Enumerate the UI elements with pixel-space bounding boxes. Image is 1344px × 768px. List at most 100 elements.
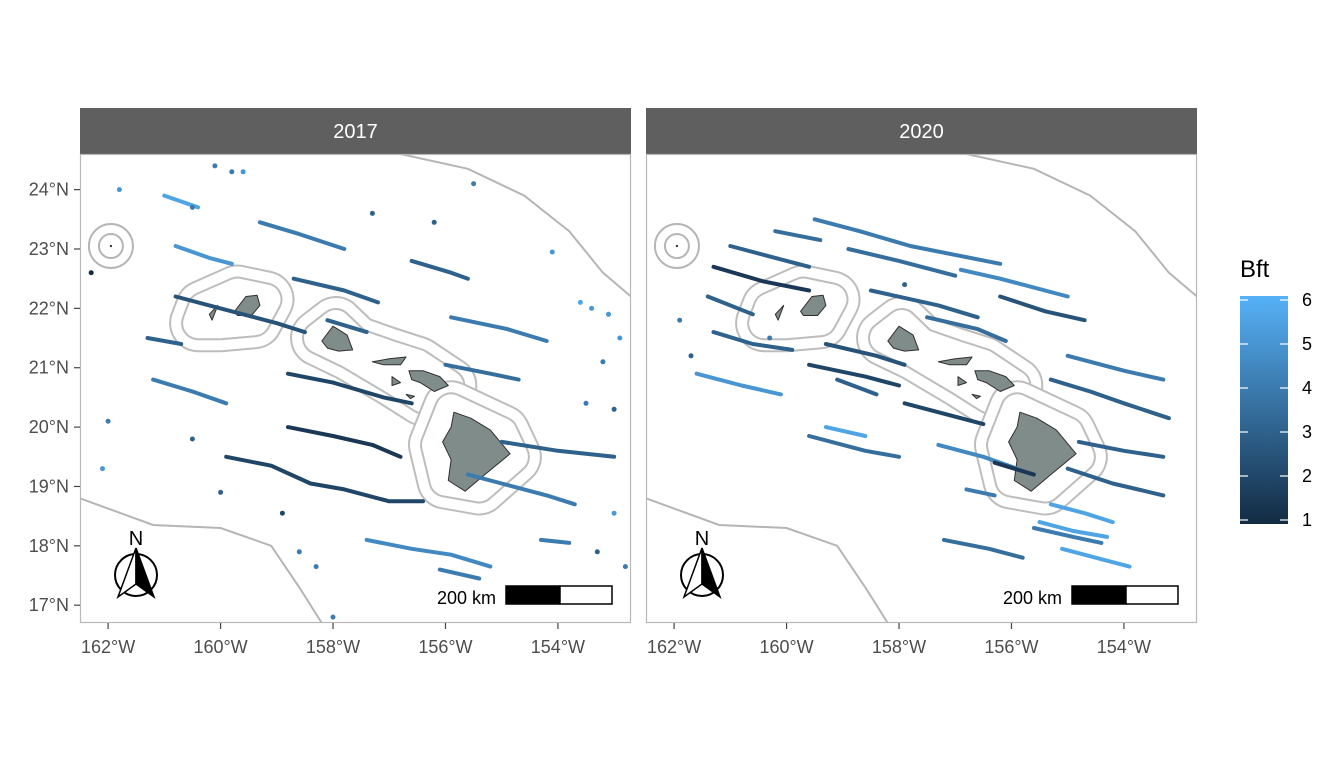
map-area: N 200 km: [80, 154, 631, 623]
y-tick-label: 20°N: [29, 417, 69, 437]
y-tick-label: 18°N: [29, 536, 69, 556]
survey-track: [539, 537, 572, 545]
x-tick-label: 162°W: [81, 637, 135, 657]
survey-tracks: [145, 193, 617, 581]
survey-tracks: [694, 217, 1171, 569]
x-tick-label: 160°W: [193, 637, 247, 657]
scale-bar-white: [559, 585, 613, 605]
survey-track: [807, 434, 901, 459]
survey-track: [823, 342, 907, 367]
legend-title: Bft: [1240, 256, 1270, 283]
eez-boundary-line: [646, 497, 889, 623]
survey-track: [499, 439, 617, 459]
x-axis-2017: 162°W 160°W 158°W 156°W 154°W: [81, 623, 585, 657]
survey-track: [868, 288, 980, 320]
survey-track: [998, 294, 1087, 323]
survey-track: [1065, 466, 1166, 498]
eez-boundary: [646, 154, 1197, 623]
atoll-buffer-outer: [653, 223, 700, 270]
survey-point: [212, 163, 218, 169]
eez-boundary-line: [966, 154, 1197, 298]
survey-point: [471, 181, 477, 187]
y-tick-label: 23°N: [29, 239, 69, 259]
survey-point: [902, 282, 908, 288]
atoll-buffer-inner: [663, 233, 690, 260]
eez-boundary-line: [400, 154, 631, 298]
legend: Bft 6 5 4 3 2 1: [1240, 256, 1312, 530]
survey-track: [1037, 520, 1109, 539]
survey-point: [369, 210, 375, 216]
survey-point: [431, 219, 437, 225]
x-tick-label: 162°W: [647, 637, 701, 657]
survey-point: [229, 169, 235, 175]
facet-strip: [80, 108, 631, 154]
survey-track: [835, 377, 879, 397]
legend-tick-label: 1: [1302, 510, 1312, 530]
survey-point: [330, 614, 336, 620]
survey-track: [964, 487, 997, 498]
survey-track: [773, 229, 823, 243]
survey-points: [677, 282, 908, 359]
survey-track: [286, 371, 414, 406]
x-tick-label: 154°W: [1097, 637, 1151, 657]
survey-point: [88, 270, 94, 276]
island: [405, 393, 415, 400]
island: [442, 411, 511, 492]
x-tick-label: 158°W: [872, 637, 926, 657]
survey-track: [925, 315, 1008, 343]
legend-tick-label: 6: [1302, 290, 1312, 310]
survey-point: [218, 489, 224, 495]
survey-point: [594, 549, 600, 555]
map-area: N 200 km: [646, 154, 1197, 623]
survey-point: [116, 187, 122, 193]
island: [371, 356, 407, 366]
survey-track: [1048, 502, 1115, 525]
survey-track: [465, 472, 577, 507]
survey-track: [145, 336, 184, 346]
scale-bar: 200 km: [1003, 585, 1179, 608]
island: [937, 356, 973, 366]
facet-strip-title: 2020: [899, 121, 944, 143]
survey-track: [823, 425, 868, 438]
island: [321, 325, 354, 352]
scale-bar-black: [1071, 585, 1127, 605]
survey-point: [189, 204, 195, 210]
panel-2017: 2017 N 200 km: [79, 108, 632, 624]
survey-track: [807, 362, 901, 388]
island: [971, 393, 981, 400]
legend-tick-label: 2: [1302, 466, 1312, 486]
atoll-point: [675, 244, 679, 248]
panel-border: [79, 153, 632, 624]
island: [408, 370, 449, 392]
survey-point: [240, 169, 246, 175]
survey-track: [449, 315, 549, 343]
panel-2020: 2020 N 200 km: [645, 108, 1198, 624]
island: [391, 376, 401, 386]
legend-ticks: 6 5 4 3 2 1: [1240, 290, 1312, 530]
eez-boundary: [80, 154, 631, 623]
panel-border: [645, 153, 1198, 624]
island: [800, 294, 827, 316]
survey-point: [577, 299, 583, 305]
y-tick-label: 21°N: [29, 358, 69, 378]
survey-track: [173, 294, 307, 335]
survey-track: [942, 537, 1025, 560]
survey-point: [611, 406, 617, 412]
survey-point: [549, 249, 555, 255]
survey-track: [1076, 439, 1166, 459]
eez-boundary-line: [80, 497, 323, 623]
island: [887, 325, 920, 352]
survey-track: [1065, 353, 1166, 382]
survey-point: [296, 549, 302, 555]
legend-tick-label: 4: [1302, 378, 1312, 398]
island: [957, 376, 967, 386]
survey-track: [694, 371, 783, 397]
survey-point: [767, 335, 773, 341]
x-tick-label: 154°W: [531, 637, 585, 657]
survey-point: [611, 510, 617, 516]
north-arrow-label: N: [695, 528, 709, 550]
x-tick-label: 156°W: [418, 637, 472, 657]
x-tick-label: 160°W: [759, 637, 813, 657]
survey-point: [600, 359, 606, 365]
